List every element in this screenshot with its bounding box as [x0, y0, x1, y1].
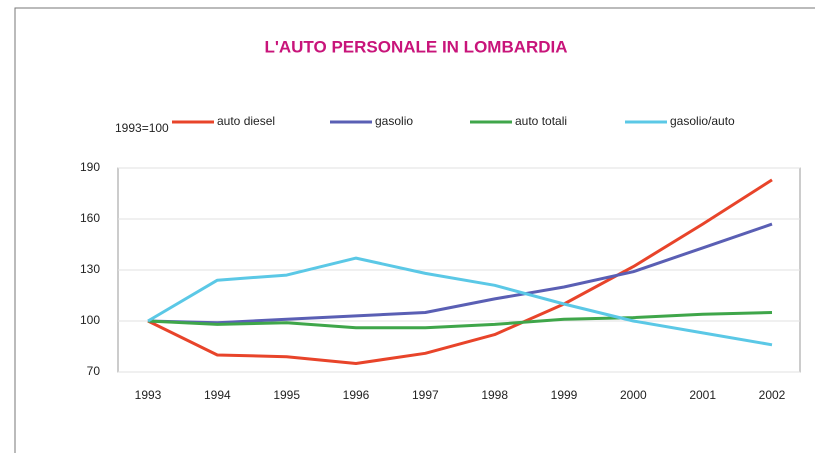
x-tick-label: 1994	[204, 388, 231, 402]
frame	[14, 7, 815, 453]
x-tick-label: 1997	[412, 388, 439, 402]
series-line	[147, 178, 773, 365]
legend-label: gasolio/auto	[670, 114, 735, 128]
chart-title: L'AUTO PERSONALE IN LOMBARDIA	[264, 37, 567, 56]
legend-label: gasolio	[375, 114, 413, 128]
x-tick-label: 2002	[759, 388, 786, 402]
x-tick-label: 1998	[481, 388, 508, 402]
x-tick-label: 1995	[273, 388, 300, 402]
x-tick-label: 1999	[551, 388, 578, 402]
x-tick-label: 1993	[135, 388, 162, 402]
y-tick-label: 70	[87, 364, 101, 378]
y-tick-label: 130	[80, 262, 100, 276]
y-axis-label: 1993=100	[115, 121, 169, 135]
x-tick-label: 1996	[343, 388, 370, 402]
legend-label: auto diesel	[217, 114, 275, 128]
y-tick-label: 190	[80, 160, 100, 174]
y-tick-label: 160	[80, 211, 100, 225]
series-line	[147, 222, 773, 325]
y-tick-label: 100	[80, 313, 100, 327]
x-tick-label: 2000	[620, 388, 647, 402]
x-tick-label: 2001	[689, 388, 716, 402]
series-line	[147, 256, 773, 347]
series-line	[147, 311, 773, 330]
legend-label: auto totali	[515, 114, 567, 128]
